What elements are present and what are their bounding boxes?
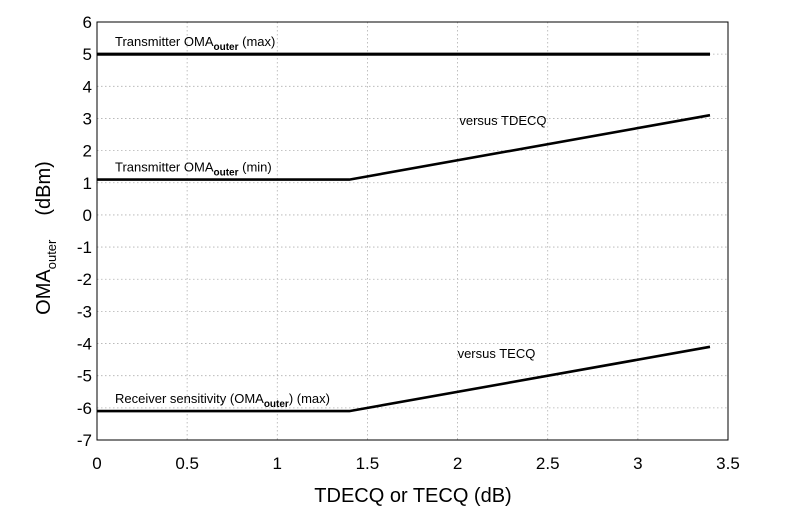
y-axis-label-unit: (dBm) — [33, 161, 55, 215]
grid-layer — [97, 22, 728, 440]
annotation-transmitter-min: Transmitter OMAouter (min) — [115, 160, 272, 179]
y-tick-label: 3 — [83, 109, 92, 128]
y-tick-labels: 6 5 4 3 2 1 0 -1 -2 -3 -4 -5 -6 -7 — [77, 13, 92, 450]
svg-text:OMAouter(dBm): OMAouter (dBm) — [33, 161, 59, 315]
series-layer — [97, 52, 711, 413]
y-tick-label: -6 — [77, 399, 92, 418]
y-tick-label: 4 — [83, 77, 92, 96]
series-receiver-sensitivity — [97, 345, 711, 413]
annotation-versus-tdecq: versus TDECQ — [459, 113, 546, 128]
x-tick-label: 1 — [273, 454, 282, 473]
y-tick-label: -7 — [77, 431, 92, 450]
y-tick-label: 1 — [83, 174, 92, 193]
annotation-versus-tecq: versus TECQ — [458, 346, 536, 361]
series-transmitter-min — [97, 113, 711, 181]
x-tick-label: 3.5 — [716, 454, 740, 473]
x-tick-label: 1.5 — [356, 454, 380, 473]
x-tick-label: 3 — [633, 454, 642, 473]
y-tick-label: -3 — [77, 302, 92, 321]
y-tick-label: 5 — [83, 45, 92, 64]
plot-frame — [96, 21, 729, 441]
y-tick-label: -4 — [77, 335, 92, 354]
x-tick-label: 0.5 — [175, 454, 199, 473]
x-tick-label: 2 — [453, 454, 462, 473]
x-tick-labels: 0 0.5 1 1.5 2 2.5 3 3.5 — [92, 454, 740, 473]
y-tick-label: 6 — [83, 13, 92, 32]
y-axis-label-sub: outer — [44, 239, 59, 269]
y-tick-label: -2 — [77, 270, 92, 289]
x-tick-label: 0 — [92, 454, 101, 473]
x-tick-label: 2.5 — [536, 454, 560, 473]
y-tick-label: 2 — [83, 142, 92, 161]
x-axis-title: TDECQ or TECQ (dB) — [314, 485, 511, 507]
annotations: Transmitter OMAouter (max) Transmitter O… — [115, 34, 547, 410]
y-tick-label: -5 — [77, 367, 92, 386]
annotation-receiver-sensitivity: Receiver sensitivity (OMAouter) (max) — [115, 391, 330, 410]
annotation-transmitter-max: Transmitter OMAouter (max) — [115, 34, 275, 53]
y-axis-label-main: OMA — [33, 269, 55, 315]
y-tick-label: 0 — [83, 206, 92, 225]
y-axis-title: OMAouter (dBm) — [33, 161, 59, 315]
y-tick-label: -1 — [77, 238, 92, 257]
